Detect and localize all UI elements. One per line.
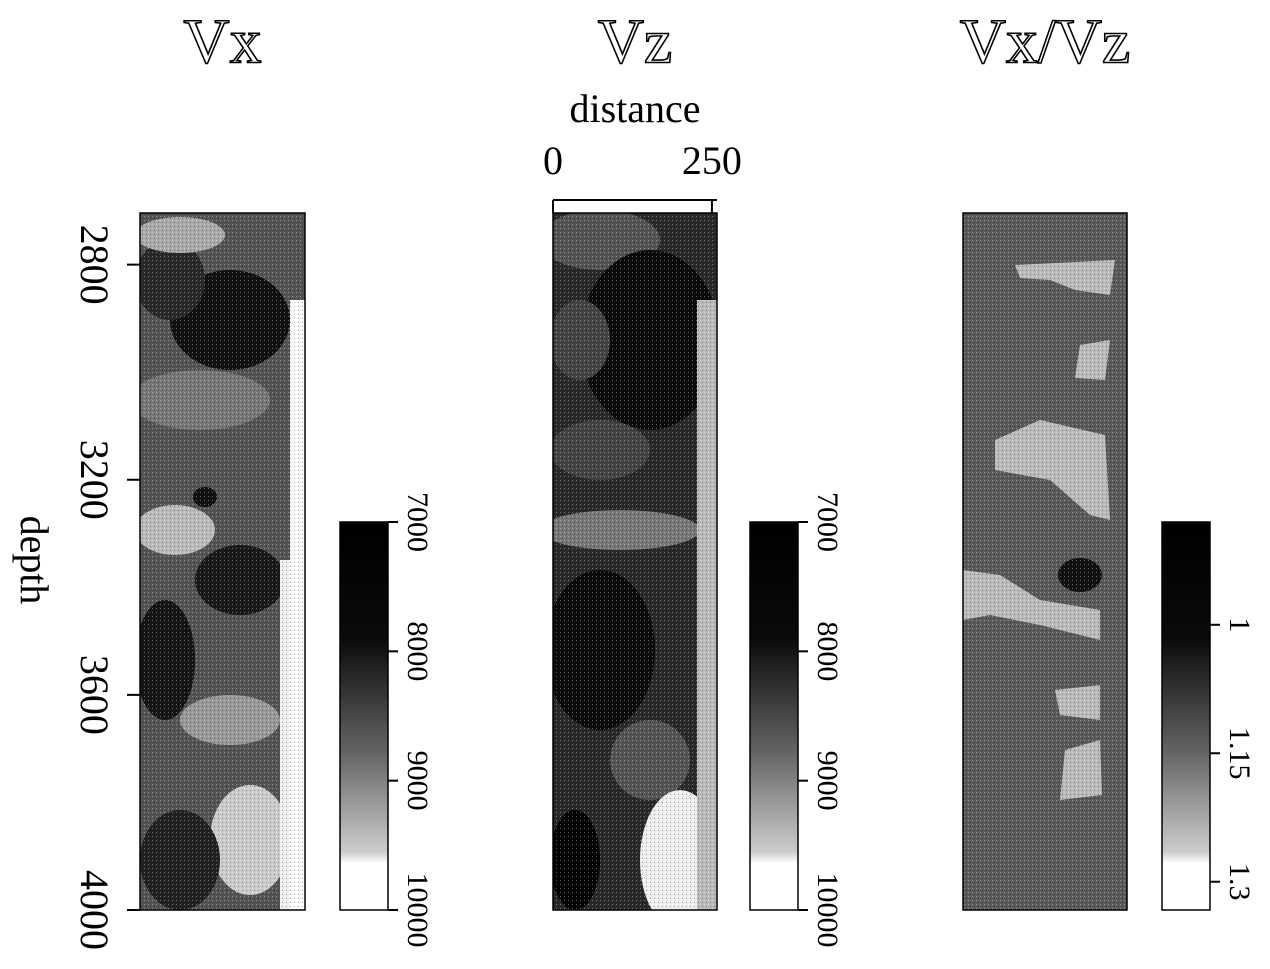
colorbar bbox=[339, 521, 389, 911]
x-axis-label: distance bbox=[569, 86, 700, 131]
heatmap-image bbox=[140, 213, 305, 910]
panel-frame bbox=[139, 212, 306, 911]
heatmap-image bbox=[553, 213, 717, 910]
colorbar bbox=[749, 521, 799, 911]
colorbar-tick-label: 8000 bbox=[811, 621, 844, 681]
colorbar-tick-label: 10000 bbox=[811, 873, 844, 948]
colorbar-tick-label: 8000 bbox=[401, 621, 434, 681]
y-tick-label: 2800 bbox=[72, 225, 117, 305]
panel-title: Vx/Vz bbox=[960, 6, 1131, 77]
y-axis-label: depth bbox=[12, 516, 57, 605]
y-tick-label: 3600 bbox=[72, 655, 117, 735]
colorbar-tick-label: 1 bbox=[1223, 617, 1256, 632]
y-tick-label: 3200 bbox=[72, 440, 117, 520]
colorbar-tick-label: 9000 bbox=[811, 751, 844, 811]
x-tick-label: 0 bbox=[543, 138, 563, 183]
colorbar bbox=[1161, 521, 1211, 911]
panel-frame bbox=[962, 212, 1128, 911]
y-tick-label: 4000 bbox=[72, 870, 117, 950]
colorbar-tick-label: 10000 bbox=[401, 873, 434, 948]
colorbar-tick-label: 9000 bbox=[401, 751, 434, 811]
panel-frame bbox=[552, 212, 718, 911]
colorbar-tick-label: 7000 bbox=[811, 492, 844, 552]
panel-title: Vz bbox=[598, 6, 673, 77]
panel-title: Vx bbox=[183, 6, 261, 77]
heatmap-image bbox=[963, 213, 1127, 910]
colorbar-tick-label: 7000 bbox=[401, 492, 434, 552]
colorbar-tick-label: 1.3 bbox=[1223, 863, 1256, 901]
x-tick-label: 250 bbox=[682, 138, 742, 183]
colorbar-tick-label: 1.15 bbox=[1223, 727, 1256, 780]
